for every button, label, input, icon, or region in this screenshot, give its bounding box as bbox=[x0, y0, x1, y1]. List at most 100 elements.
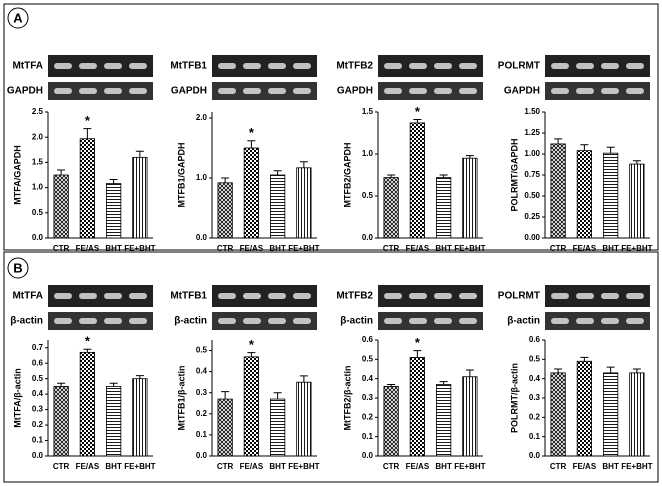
y-tick-label: 1.5 bbox=[362, 107, 374, 116]
bar bbox=[106, 183, 122, 239]
blot-band bbox=[104, 63, 122, 69]
x-tick-label: CTR bbox=[217, 244, 234, 253]
x-tick-label: BHT bbox=[269, 462, 286, 471]
y-tick-label: 0.2 bbox=[529, 412, 541, 421]
blot-band bbox=[459, 88, 477, 94]
blot-band bbox=[243, 293, 261, 299]
error-bar bbox=[554, 368, 563, 373]
y-axis-label: MtTFA/β-actin bbox=[12, 368, 22, 428]
error-bar bbox=[439, 381, 448, 385]
x-tick-label: BHT bbox=[602, 244, 619, 253]
blot bbox=[378, 312, 483, 330]
bar bbox=[270, 174, 286, 239]
y-tick-label: 0.4 bbox=[196, 367, 208, 376]
blot bbox=[545, 312, 650, 330]
error-bar bbox=[606, 146, 615, 154]
y-tick-label: 1.25 bbox=[524, 128, 540, 137]
blot-band bbox=[626, 88, 644, 94]
x-tick-label: BHT bbox=[105, 462, 122, 471]
blot-band bbox=[293, 88, 311, 94]
bar bbox=[462, 157, 478, 239]
y-tick-label: 0.5 bbox=[32, 208, 44, 217]
blot-band bbox=[576, 63, 594, 69]
blot-label: GAPDH bbox=[7, 86, 43, 97]
blot-band bbox=[104, 318, 122, 324]
annotation: * bbox=[249, 125, 255, 140]
y-tick-label: 0.0 bbox=[362, 451, 374, 460]
bar bbox=[296, 167, 312, 239]
bar bbox=[462, 376, 478, 457]
error-bar bbox=[580, 356, 589, 362]
error-bar bbox=[632, 368, 641, 373]
blot-label: β-actin bbox=[10, 316, 43, 327]
error-bar bbox=[273, 170, 282, 175]
blot-band bbox=[129, 318, 147, 324]
blot bbox=[48, 55, 153, 77]
error-bar bbox=[109, 179, 118, 184]
x-tick-label: FE+BHT bbox=[621, 462, 652, 471]
y-tick-label: 0.25 bbox=[524, 212, 540, 221]
error-bar bbox=[580, 144, 589, 151]
bar bbox=[383, 177, 399, 239]
bar bbox=[436, 177, 452, 239]
blot-band bbox=[268, 63, 286, 69]
blot-label: β-actin bbox=[507, 316, 540, 327]
bar bbox=[132, 156, 148, 239]
blot-band bbox=[54, 88, 72, 94]
y-tick-label: 0.0 bbox=[196, 233, 208, 242]
blot-band bbox=[409, 63, 427, 69]
blot-band bbox=[434, 88, 452, 94]
y-tick-label: 2.0 bbox=[196, 113, 208, 122]
y-tick-label: 0.5 bbox=[362, 354, 374, 363]
bar bbox=[409, 356, 425, 457]
x-tick-label: CTR bbox=[53, 244, 70, 253]
x-tick-label: FE+BHT bbox=[124, 462, 155, 471]
blot-band bbox=[409, 318, 427, 324]
error-bar bbox=[247, 352, 256, 357]
blot-band bbox=[79, 63, 97, 69]
bar bbox=[53, 174, 69, 239]
blot-band bbox=[129, 293, 147, 299]
y-tick-label: 0.0 bbox=[32, 451, 44, 460]
blot-label: MtTFB1 bbox=[170, 61, 207, 72]
blot-band bbox=[54, 293, 72, 299]
blot-band bbox=[243, 88, 261, 94]
blot-band bbox=[409, 88, 427, 94]
x-tick-label: BHT bbox=[435, 462, 452, 471]
y-tick-label: 0.1 bbox=[529, 432, 541, 441]
error-bar bbox=[387, 174, 396, 178]
y-tick-label: 1.50 bbox=[524, 107, 540, 116]
error-bar bbox=[57, 169, 66, 175]
y-tick-label: 1.0 bbox=[362, 149, 374, 158]
y-axis-label: MtTFB2/β-actin bbox=[342, 366, 352, 431]
blot bbox=[545, 55, 650, 77]
y-tick-label: 0.2 bbox=[196, 409, 208, 418]
annotation: * bbox=[415, 335, 421, 350]
error-bar bbox=[109, 382, 118, 387]
error-bar bbox=[606, 366, 615, 373]
blot-band bbox=[434, 293, 452, 299]
x-tick-label: CTR bbox=[550, 244, 567, 253]
bar bbox=[409, 122, 425, 239]
x-tick-label: BHT bbox=[602, 462, 619, 471]
y-tick-label: 0.7 bbox=[32, 343, 44, 352]
blot-band bbox=[104, 293, 122, 299]
blot-band bbox=[576, 88, 594, 94]
blot-band bbox=[409, 293, 427, 299]
x-tick-label: FE/AS bbox=[76, 244, 100, 253]
blot-band bbox=[601, 63, 619, 69]
error-bar bbox=[83, 128, 92, 139]
y-tick-label: 0.50 bbox=[524, 191, 540, 200]
blot bbox=[545, 285, 650, 307]
y-tick-label: 1.00 bbox=[524, 149, 540, 158]
blot-band bbox=[243, 318, 261, 324]
blot-band bbox=[626, 293, 644, 299]
blot-band bbox=[459, 318, 477, 324]
y-tick-label: 0.4 bbox=[529, 374, 541, 383]
blot bbox=[48, 82, 153, 100]
blot-label: MtTFB1 bbox=[170, 291, 207, 302]
blot-band bbox=[129, 63, 147, 69]
blot-label: MtTFB2 bbox=[336, 61, 373, 72]
error-bar bbox=[57, 382, 66, 387]
y-tick-label: 0.0 bbox=[529, 451, 541, 460]
